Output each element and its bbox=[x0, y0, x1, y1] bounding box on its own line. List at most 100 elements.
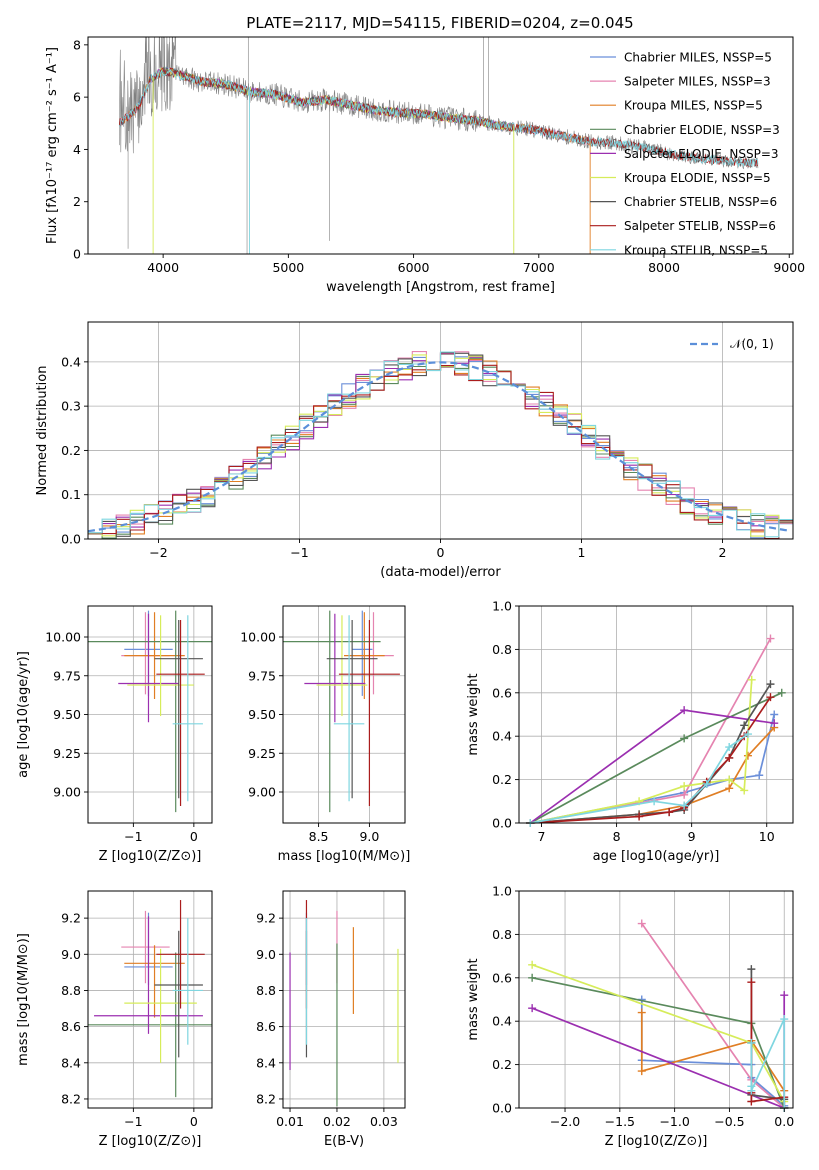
data-point bbox=[665, 808, 674, 817]
data-point bbox=[725, 753, 734, 762]
plot-frame bbox=[518, 890, 794, 1109]
x-tick-label: 0.02 bbox=[323, 1114, 351, 1129]
x-tick-label: 0 bbox=[437, 545, 445, 560]
errorbars bbox=[88, 900, 212, 1098]
y-tick-label: 0 bbox=[73, 247, 81, 262]
data-point bbox=[637, 1008, 646, 1017]
x-axis-label: Z [log10(Z/Z⊙)] bbox=[99, 849, 202, 864]
y-tick-label: 1.0 bbox=[492, 599, 512, 614]
y-tick-label: 1.0 bbox=[492, 884, 512, 899]
data-point bbox=[766, 693, 775, 702]
y-tick-label: 6 bbox=[73, 90, 81, 105]
y-tick-label: 9.50 bbox=[248, 707, 276, 722]
y-tick-label: 8.4 bbox=[61, 1055, 81, 1070]
y-tick-label: 9.00 bbox=[248, 785, 276, 800]
x-tick-label: −1 bbox=[124, 1114, 142, 1129]
mass-weight-line bbox=[530, 638, 772, 824]
legend-label: Kroupa MILES, NSSP=5 bbox=[624, 99, 763, 113]
y-tick-label: 9.25 bbox=[53, 746, 81, 761]
x-axis-label: Z [log10(Z/Z⊙)] bbox=[605, 1134, 708, 1149]
histograms bbox=[88, 351, 793, 539]
y-tick-label: 8.4 bbox=[256, 1055, 276, 1070]
x-tick-label: 8000 bbox=[648, 260, 680, 275]
y-tick-label: 9.2 bbox=[256, 911, 276, 926]
y-tick-label: 0.4 bbox=[492, 729, 512, 744]
x-tick-label: 1 bbox=[578, 545, 586, 560]
data-point bbox=[766, 680, 775, 689]
x-tick-label: −1 bbox=[124, 829, 142, 844]
y-tick-label: 9.0 bbox=[61, 947, 81, 962]
x-tick-label: 9 bbox=[688, 829, 696, 844]
y-tick-label: 8.2 bbox=[61, 1091, 81, 1106]
x-tick-label: 2 bbox=[719, 545, 727, 560]
data-point bbox=[770, 710, 779, 719]
data-point bbox=[725, 775, 734, 784]
data-point bbox=[740, 786, 749, 795]
errorbars bbox=[283, 610, 400, 813]
y-tick-label: 9.0 bbox=[256, 947, 276, 962]
data-point bbox=[747, 1086, 756, 1095]
y-tick-label: 0.8 bbox=[492, 927, 512, 942]
plot-frame bbox=[87, 890, 213, 1109]
y-tick-label: 8.8 bbox=[256, 983, 276, 998]
y-tick-label: 0.1 bbox=[61, 487, 81, 502]
y-tick-label: 0.6 bbox=[492, 970, 512, 985]
x-tick-label: 0.03 bbox=[370, 1114, 398, 1129]
y-tick-label: 0.2 bbox=[61, 443, 81, 458]
data-point bbox=[635, 812, 644, 821]
data-point bbox=[743, 751, 752, 760]
data-point bbox=[528, 1004, 537, 1013]
x-tick-label: 5000 bbox=[272, 260, 304, 275]
x-tick-label: 10 bbox=[759, 829, 775, 844]
legend-label: Kroupa ELODIE, NSSP=5 bbox=[624, 171, 771, 185]
data-point bbox=[637, 1067, 646, 1076]
legend-label: Kroupa STELIB, NSSP=5 bbox=[624, 243, 768, 257]
data-point bbox=[747, 675, 756, 684]
data-point bbox=[780, 991, 789, 1000]
plot-frame bbox=[282, 890, 406, 1109]
x-tick-label: 0 bbox=[190, 829, 198, 844]
y-axis-label: age [log10(age/yr)] bbox=[16, 651, 31, 778]
mass-weight-line bbox=[529, 692, 783, 824]
data-point bbox=[780, 1015, 789, 1024]
spectrum-panel: 4000 5000 6000 7000 8000 9000 0 2 4 6 8 wavelength … bbox=[45, 36, 805, 295]
y-tick-label: 9.50 bbox=[53, 707, 81, 722]
x-tick-label: 0.0 bbox=[774, 1114, 794, 1129]
data-point bbox=[740, 721, 749, 730]
data-point bbox=[725, 743, 734, 752]
y-tick-label: 9.00 bbox=[53, 785, 81, 800]
data-point bbox=[528, 960, 537, 969]
x-tick-label: 8 bbox=[613, 829, 621, 844]
data-point bbox=[766, 634, 775, 643]
mass-weight-line bbox=[750, 982, 786, 1108]
y-tick-label: 9.2 bbox=[61, 911, 81, 926]
data-point bbox=[747, 1097, 756, 1106]
data-point bbox=[680, 782, 689, 791]
mass-weight-lines bbox=[528, 919, 789, 1112]
legend-label: Chabrier STELIB, NSSP=6 bbox=[624, 195, 777, 209]
mass-weight-vs-age-panel: 7 8 9 10 0.0 0.2 0.4 0.6 0.8 1.0 age [log10(age/yr… bbox=[466, 599, 794, 864]
x-tick-label: −0.5 bbox=[714, 1114, 744, 1129]
y-tick-label: 0.4 bbox=[61, 354, 81, 369]
y-tick-label: 8.2 bbox=[256, 1091, 276, 1106]
mass-vs-metallicity-panel: −1 0 8.2 8.4 8.6 8.8 9.0 9.2 Z [log10(Z/Z⊙)] mass… bbox=[16, 890, 213, 1149]
data-point bbox=[777, 688, 786, 697]
x-tick-label: 0 bbox=[190, 1114, 198, 1129]
plot-frame bbox=[87, 36, 794, 255]
data-point bbox=[680, 706, 689, 715]
data-point bbox=[650, 797, 659, 806]
y-tick-label: 9.75 bbox=[53, 668, 81, 683]
x-tick-label: −1.0 bbox=[659, 1114, 689, 1129]
legend-label: 𝒩(0, 1) bbox=[730, 337, 774, 351]
errorbars bbox=[289, 900, 399, 1107]
y-tick-label: 0.6 bbox=[492, 685, 512, 700]
x-axis-label: Z [log10(Z/Z⊙)] bbox=[99, 1134, 202, 1149]
y-tick-label: 0.0 bbox=[492, 1101, 512, 1116]
x-tick-label: 4000 bbox=[147, 260, 179, 275]
x-tick-label: 9000 bbox=[773, 260, 805, 275]
age-vs-metallicity-panel: −1 0 9.00 9.25 9.50 9.75 10.00 Z [log10(Z/Z⊙)] a… bbox=[16, 605, 213, 864]
y-tick-label: 0.4 bbox=[492, 1014, 512, 1029]
x-axis-label: wavelength [Angstrom, rest frame] bbox=[326, 280, 555, 295]
mass-weight-line bbox=[530, 714, 776, 824]
